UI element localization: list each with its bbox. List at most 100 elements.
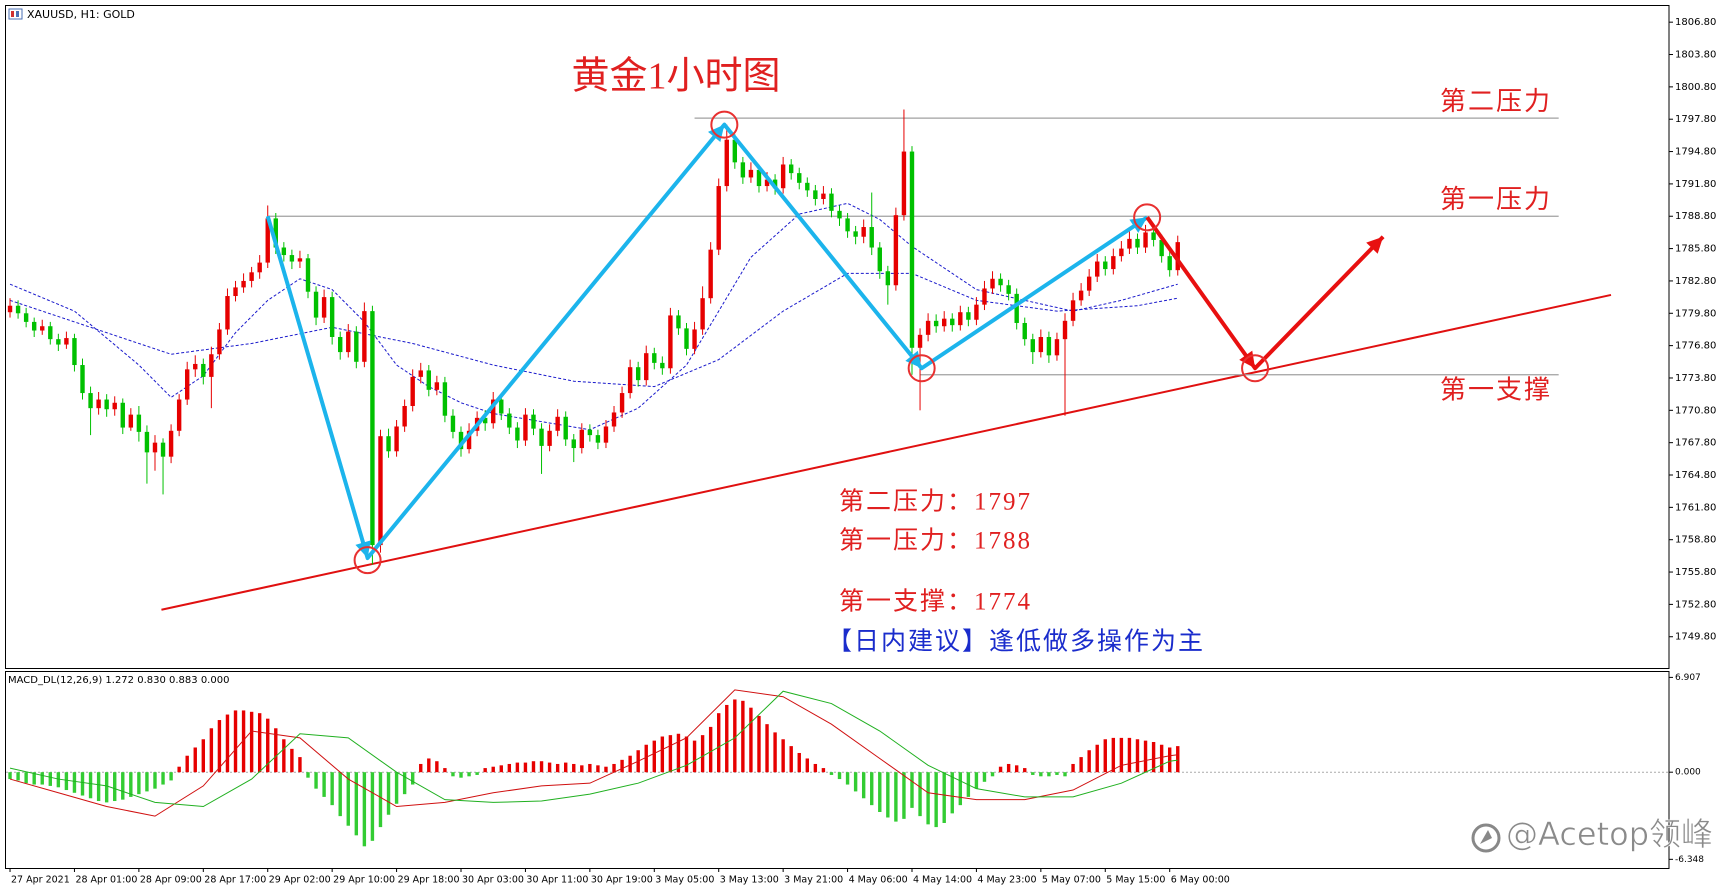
macd-bar [620, 759, 624, 773]
x-tick-label: 4 May 23:00 [977, 875, 1036, 886]
macd-bar [1014, 765, 1019, 773]
candle-body [732, 139, 738, 163]
macd-bar [185, 755, 189, 773]
macd-bar [443, 768, 447, 773]
macd-bar [1047, 772, 1051, 777]
macd-bar [410, 772, 415, 785]
candle-body [877, 247, 882, 272]
macd-bar [708, 726, 713, 773]
arrow-head [1366, 236, 1384, 254]
macd-bar [40, 772, 44, 785]
candle-body [31, 321, 37, 331]
candle-body [1062, 320, 1068, 340]
macd-bar [241, 710, 246, 773]
candle-body [23, 313, 29, 322]
watermark-logo [1471, 823, 1501, 853]
x-tick-label: 30 Apr 03:00 [462, 875, 524, 886]
candle-body [547, 430, 552, 446]
macd-bar [523, 762, 528, 773]
candle-body [925, 320, 931, 335]
candle-body [152, 442, 158, 453]
candle-body [539, 428, 544, 446]
candle-body [217, 329, 222, 355]
x-tick-label: 3 May 05:00 [655, 875, 714, 886]
y-tick-label: 1758.80 [1675, 535, 1716, 546]
macd-bar [507, 763, 512, 773]
pivot-circle [907, 354, 936, 383]
pivot-circle [1241, 354, 1270, 383]
macd-bar [491, 766, 495, 773]
x-tick-label: 6 May 00:00 [1171, 875, 1230, 886]
candle-body [861, 227, 866, 237]
pivot-circle [710, 110, 739, 139]
candle-body [571, 439, 576, 449]
macd-bar [169, 772, 173, 781]
note: 第二压力：1797 [839, 488, 1032, 516]
arrow-path [1145, 216, 1385, 371]
x-tick-label: 3 May 13:00 [720, 875, 779, 886]
macd-bar [942, 772, 946, 823]
macd-bar [773, 732, 777, 773]
candle-body [80, 365, 85, 394]
macd-bar [8, 772, 12, 780]
candle-body [281, 247, 287, 256]
y-tick-label: 1806.80 [1675, 17, 1716, 28]
macd-bar [435, 761, 439, 773]
macd-bar [1103, 739, 1107, 773]
macd-bar [813, 763, 818, 773]
candle-body [756, 169, 762, 187]
y-tick-label: 1785.80 [1675, 244, 1716, 255]
macd-bar [419, 763, 423, 773]
x-tick-label: 28 Apr 01:00 [75, 875, 137, 886]
macd-bar [129, 772, 133, 797]
candle-body [531, 414, 536, 429]
candle-body [652, 353, 657, 363]
macd-bar [274, 728, 278, 773]
candle-body [587, 429, 593, 436]
candle-body [1103, 261, 1108, 270]
y-tick-label: 6.907 [1675, 673, 1701, 683]
macd-bar [113, 772, 117, 802]
macd-bar [362, 772, 367, 847]
macd-bar [717, 713, 721, 773]
macd-bar [1023, 768, 1027, 773]
macd-bar [757, 715, 761, 773]
macd-bar [483, 768, 487, 773]
macd-bar [733, 699, 737, 773]
candle-body [1159, 239, 1164, 257]
macd-bar [193, 747, 197, 773]
macd-bar [266, 718, 270, 773]
macd-bar [853, 772, 858, 792]
candle-body [209, 354, 214, 377]
macd-bar [547, 762, 552, 773]
macd-bar [934, 772, 938, 828]
candle-body [507, 413, 512, 428]
macd-bar [1095, 744, 1099, 773]
candle-body [354, 331, 359, 362]
candle-body [241, 280, 246, 288]
macd-bar [1006, 763, 1011, 773]
macd-bar [741, 700, 745, 773]
x-tick-label: 29 Apr 18:00 [398, 875, 460, 886]
candle-body [96, 399, 101, 409]
y-tick-label: 1749.80 [1675, 632, 1716, 643]
logo-mark [1480, 830, 1492, 844]
macd-bar [1159, 744, 1164, 773]
candle-body [1119, 248, 1124, 257]
candle-body [885, 271, 891, 286]
candle-body [273, 218, 278, 248]
candle-body [635, 367, 641, 381]
candle-body [112, 402, 117, 410]
candle-body [362, 311, 367, 362]
macd-bar [298, 757, 302, 773]
y-tick-label: 1776.80 [1675, 341, 1716, 352]
level-label: 第二压力 [1440, 87, 1552, 116]
macd-bar [660, 736, 665, 773]
candle-body [233, 287, 238, 297]
note: 【日内建议】逢低做多操作为主 [827, 628, 1205, 656]
trend-line [161, 293, 1612, 611]
y-tick-label: 1794.80 [1675, 147, 1716, 158]
chart-title: 黄金1小时图 [571, 56, 780, 98]
x-tick-label: 28 Apr 17:00 [204, 875, 266, 886]
candle-body [619, 393, 625, 413]
